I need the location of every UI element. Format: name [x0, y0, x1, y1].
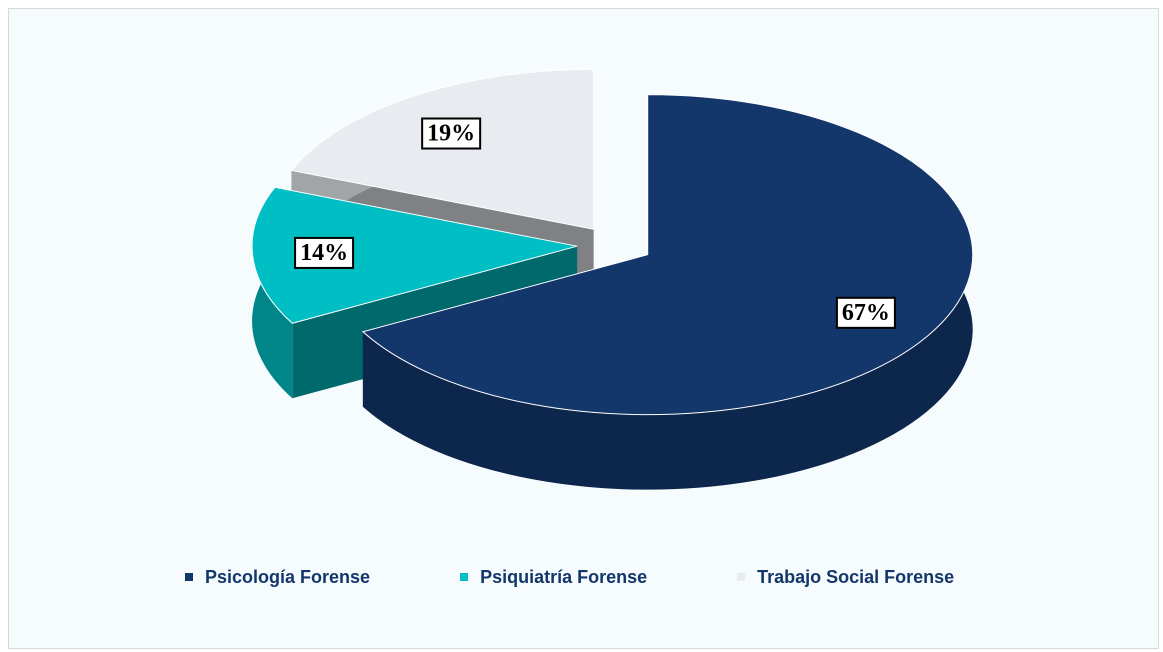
legend-label: Psicología Forense: [205, 567, 370, 587]
legend-marker: [185, 573, 193, 581]
data-label-box: [294, 236, 355, 269]
slice: [251, 186, 578, 324]
legend-marker: [737, 573, 746, 581]
data-label-box: [421, 117, 482, 150]
data-label: 19%: [427, 121, 475, 147]
data-label-box: [835, 296, 896, 329]
data-label: 14%: [300, 240, 348, 266]
legend-label: Psiquiatría Forense: [480, 567, 647, 587]
legend-marker: [460, 573, 469, 581]
slice: [361, 94, 974, 416]
data-label: 67%: [842, 300, 890, 326]
legend-label: Trabajo Social Forense: [757, 567, 954, 587]
